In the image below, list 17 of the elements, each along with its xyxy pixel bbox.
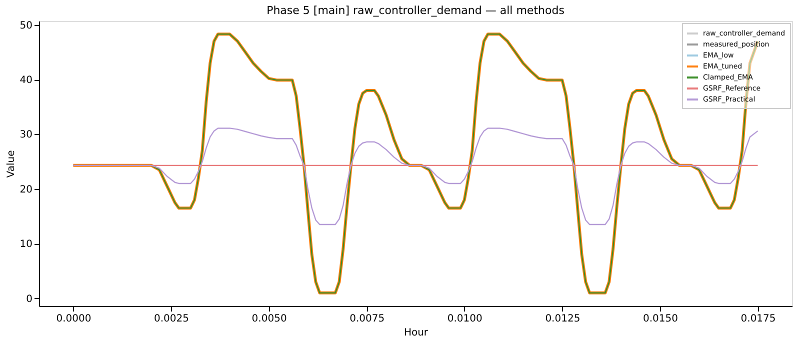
x-tick-label: 0.0075 [350, 314, 385, 324]
x-tick-label: 0.0025 [154, 314, 190, 324]
x-tick-label: 0.0150 [642, 314, 678, 324]
x-tick-label: 0.0175 [740, 314, 776, 324]
y-tick-label: 0 [26, 294, 32, 305]
x-tick-label: 0.0100 [447, 314, 482, 324]
x-axis-title: Hour [404, 328, 429, 338]
y-axis-title: Value [6, 150, 17, 178]
x-tick-label: 0.0125 [545, 314, 580, 324]
chart-title: Phase 5 [main] raw_controller_demand — all methods [266, 4, 565, 17]
y-tick-label: 30 [20, 130, 32, 141]
x-tick-label: 0.0050 [252, 314, 287, 324]
y-tick-label: 20 [20, 184, 32, 196]
x-tick-label: 0.0000 [56, 314, 92, 324]
y-tick-label: 50 [20, 20, 32, 32]
y-tick-label: 40 [20, 75, 32, 86]
y-tick-label: 10 [20, 239, 32, 250]
